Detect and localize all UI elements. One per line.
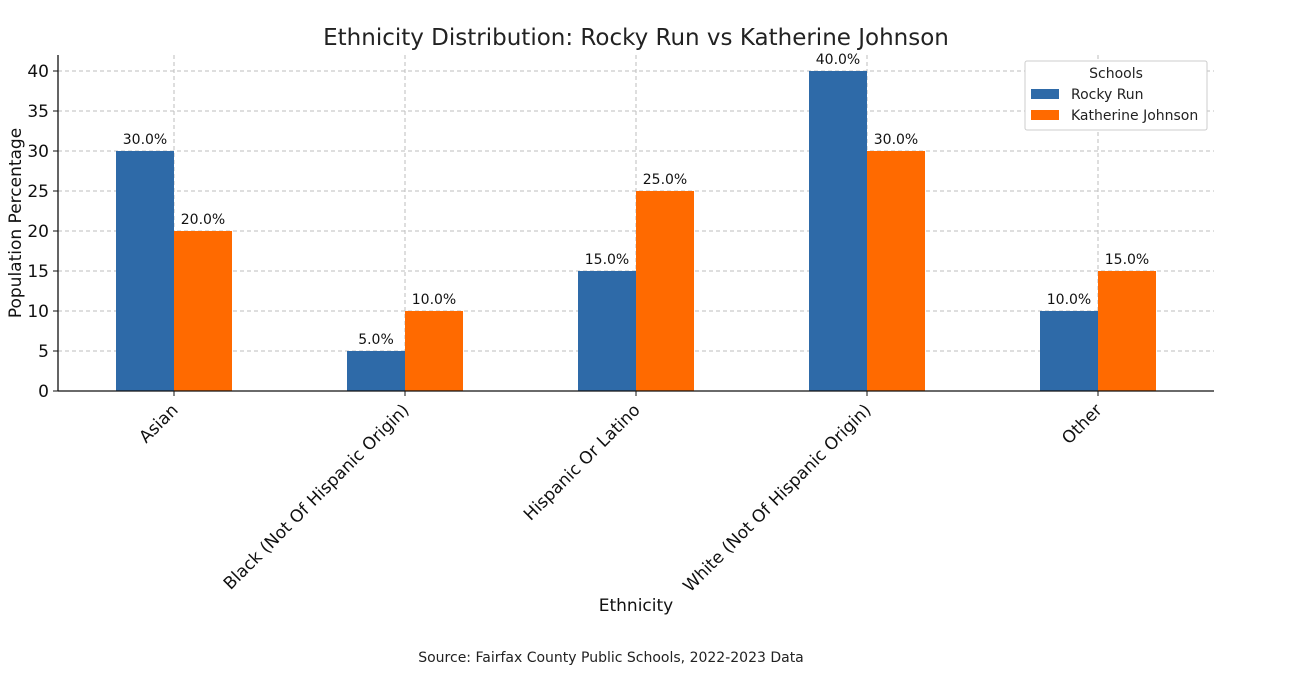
bar-value-label: 20.0% xyxy=(181,212,225,228)
y-tick-label: 0 xyxy=(38,382,49,402)
source-note: Source: Fairfax County Public Schools, 2… xyxy=(418,650,804,666)
x-axis-label: Ethnicity xyxy=(599,596,673,616)
bar-value-label: 30.0% xyxy=(123,132,167,148)
legend-label: Katherine Johnson xyxy=(1071,108,1198,124)
bar xyxy=(636,191,694,391)
x-tick-labels: Asian Black (Not Of Hispanic Origin) Hispa… xyxy=(136,391,1107,596)
bar-value-label: 40.0% xyxy=(816,52,860,68)
bar-value-label: 10.0% xyxy=(1047,292,1091,308)
y-tick-label: 5 xyxy=(38,342,49,362)
x-tick-label: Asian xyxy=(136,400,183,447)
x-tick-label: Other xyxy=(1058,400,1106,448)
x-tick-label: White (Not Of Hispanic Origin) xyxy=(679,400,875,596)
chart-title: Ethnicity Distribution: Rocky Run vs Kat… xyxy=(323,25,949,51)
y-tick-label: 15 xyxy=(27,262,49,282)
bars-group xyxy=(116,71,1156,391)
y-tick-label: 30 xyxy=(27,142,49,162)
bar-value-label: 5.0% xyxy=(358,332,394,348)
y-axis-label: Population Percentage xyxy=(6,128,26,318)
y-tick-labels: 0 5 10 15 20 25 30 35 40 xyxy=(27,62,58,402)
x-tick-label: Hispanic Or Latino xyxy=(520,400,644,524)
legend: Schools Rocky Run Katherine Johnson xyxy=(1024,60,1208,131)
bar-value-label: 25.0% xyxy=(643,172,687,188)
bar xyxy=(867,151,925,391)
bar xyxy=(1098,271,1156,391)
legend-swatch xyxy=(1031,110,1059,120)
bar xyxy=(405,311,463,391)
bar xyxy=(578,271,636,391)
y-tick-label: 10 xyxy=(27,302,49,322)
legend-items: Rocky Run Katherine Johnson xyxy=(1031,87,1198,124)
bar xyxy=(1040,311,1098,391)
legend-title: Schools xyxy=(1089,66,1143,82)
legend-box xyxy=(1024,60,1208,131)
y-tick-label: 40 xyxy=(27,62,49,82)
bar xyxy=(116,151,174,391)
x-tick-label: Black (Not Of Hispanic Origin) xyxy=(220,400,414,594)
bar xyxy=(809,71,867,391)
legend-swatch xyxy=(1031,89,1059,99)
legend-label: Rocky Run xyxy=(1071,87,1144,103)
bar xyxy=(347,351,405,391)
y-tick-label: 20 xyxy=(27,222,49,242)
y-tick-label: 25 xyxy=(27,182,49,202)
y-tick-label: 35 xyxy=(27,102,49,122)
bar-labels-group: 30.0% 5.0% 15.0% 40.0% 10.0% 20.0% 10.0% 25.0% 3… xyxy=(123,52,1149,348)
bar xyxy=(174,231,232,391)
bar-value-label: 15.0% xyxy=(1105,252,1149,268)
bar-value-label: 15.0% xyxy=(585,252,629,268)
bar-value-label: 30.0% xyxy=(874,132,918,148)
bar-value-label: 10.0% xyxy=(412,292,456,308)
